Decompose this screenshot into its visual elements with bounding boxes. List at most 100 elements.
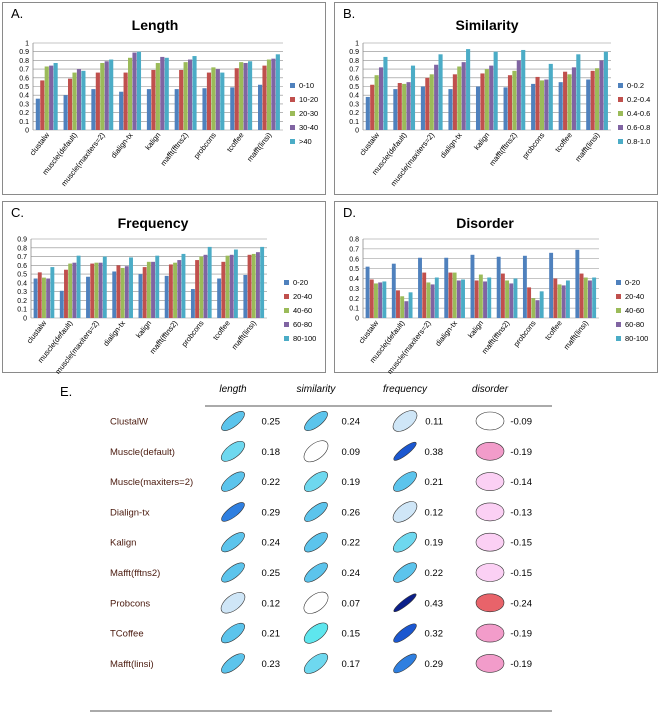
x-tick-label: tcoffee bbox=[553, 131, 574, 154]
correlation-value: 0.22 bbox=[425, 568, 444, 579]
legend-label: 40-60 bbox=[293, 306, 312, 315]
bar bbox=[138, 274, 143, 318]
bar bbox=[599, 60, 604, 130]
bar bbox=[72, 262, 77, 318]
bar bbox=[217, 278, 222, 318]
bar bbox=[151, 261, 155, 318]
bar bbox=[369, 279, 374, 318]
bar bbox=[98, 262, 103, 318]
correlation-value: 0.19 bbox=[425, 538, 444, 549]
correlation-value: 0.18 bbox=[262, 447, 281, 458]
bar bbox=[487, 277, 492, 318]
bar bbox=[425, 77, 430, 130]
bar bbox=[63, 95, 68, 130]
bar bbox=[142, 267, 147, 318]
bar bbox=[136, 51, 142, 131]
table-column-header: disorder bbox=[472, 384, 509, 395]
bar bbox=[527, 287, 532, 318]
y-tick-label: 0 bbox=[23, 316, 27, 323]
y-tick-label: 0.8 bbox=[349, 58, 359, 65]
bar bbox=[478, 274, 483, 318]
correlation-ellipse bbox=[392, 501, 418, 523]
correlation-value: -0.15 bbox=[510, 568, 532, 579]
bar bbox=[179, 69, 184, 130]
table-column-header: length bbox=[219, 384, 247, 395]
x-tick-label: clustalw bbox=[28, 130, 52, 157]
correlation-value: 0.17 bbox=[342, 659, 361, 670]
y-tick-label: 0.2 bbox=[349, 296, 359, 303]
legend-label: 10-20 bbox=[299, 95, 318, 104]
bar bbox=[505, 280, 510, 318]
legend-swatch bbox=[290, 125, 295, 130]
bar bbox=[104, 61, 109, 130]
legend-label: 80-100 bbox=[625, 334, 648, 343]
x-tick-label: tcoffee bbox=[543, 319, 564, 342]
bar bbox=[493, 51, 498, 131]
bar bbox=[396, 290, 400, 318]
bar bbox=[470, 254, 475, 318]
bar bbox=[563, 71, 568, 130]
correlation-ellipse bbox=[393, 471, 417, 492]
bar bbox=[266, 59, 272, 130]
legend-swatch bbox=[616, 280, 621, 285]
legend-label: >40 bbox=[299, 137, 312, 146]
bar bbox=[271, 58, 276, 130]
x-tick-label: mafft(linsi) bbox=[573, 130, 602, 163]
bar bbox=[76, 255, 81, 318]
correlation-ellipse bbox=[304, 562, 328, 583]
bar bbox=[155, 255, 160, 318]
bar bbox=[239, 62, 244, 130]
correlation-value: 0.21 bbox=[262, 629, 281, 640]
bar bbox=[234, 68, 239, 130]
x-tick-label: probcons bbox=[520, 130, 546, 160]
bar bbox=[400, 296, 405, 318]
bar bbox=[402, 83, 407, 130]
correlation-ellipse bbox=[475, 563, 505, 582]
correlation-ellipse bbox=[392, 531, 418, 553]
legend-swatch bbox=[618, 83, 623, 88]
bar bbox=[571, 67, 576, 130]
bar bbox=[192, 56, 197, 130]
x-tick-label: dialign-tx bbox=[438, 130, 464, 159]
y-tick-label: 0.5 bbox=[349, 266, 359, 273]
correlation-value: -0.19 bbox=[510, 629, 532, 640]
bar bbox=[365, 266, 370, 318]
bar bbox=[146, 89, 152, 130]
bar bbox=[448, 89, 453, 130]
bar bbox=[484, 69, 489, 130]
legend-label: 20-40 bbox=[293, 292, 312, 301]
bar bbox=[262, 65, 267, 130]
bar bbox=[521, 49, 526, 130]
bar bbox=[595, 68, 600, 130]
length-chart-svg: Length 0 0.1 0.2 0.30.4 0.5 0.60.7 0.8 0.91 clust… bbox=[19, 17, 318, 188]
panel-label-b: B. bbox=[343, 6, 356, 21]
bar bbox=[438, 54, 443, 131]
bar bbox=[102, 256, 107, 318]
bar bbox=[206, 72, 212, 130]
bar bbox=[68, 263, 73, 318]
bar bbox=[422, 272, 427, 318]
bar bbox=[565, 280, 570, 318]
bar bbox=[374, 75, 379, 130]
bar bbox=[575, 249, 580, 318]
legend-swatch bbox=[284, 336, 289, 341]
bar bbox=[76, 69, 82, 130]
correlation-value: 0.29 bbox=[262, 507, 281, 518]
bar bbox=[500, 273, 505, 318]
x-tick-label: tcoffee bbox=[211, 319, 232, 342]
bar bbox=[247, 254, 252, 318]
y-tick-label: 0.5 bbox=[349, 84, 359, 91]
x-tick-label: mafft(linsi) bbox=[562, 318, 591, 351]
bar bbox=[53, 63, 58, 131]
legend-label: 0-20 bbox=[625, 278, 640, 287]
bar bbox=[95, 72, 100, 130]
bar bbox=[129, 257, 133, 318]
correlation-value: 0.38 bbox=[425, 447, 444, 458]
bar bbox=[474, 280, 479, 318]
correlation-value: 0.29 bbox=[425, 659, 444, 670]
bar bbox=[539, 291, 544, 318]
bar bbox=[418, 257, 422, 318]
similarity-chart-svg: Similarity 0 0.1 0.2 0.30.4 0.5 0.60.7 0.8 0.91 c… bbox=[349, 17, 650, 188]
bar bbox=[68, 78, 73, 130]
correlation-value: -0.13 bbox=[510, 507, 532, 518]
